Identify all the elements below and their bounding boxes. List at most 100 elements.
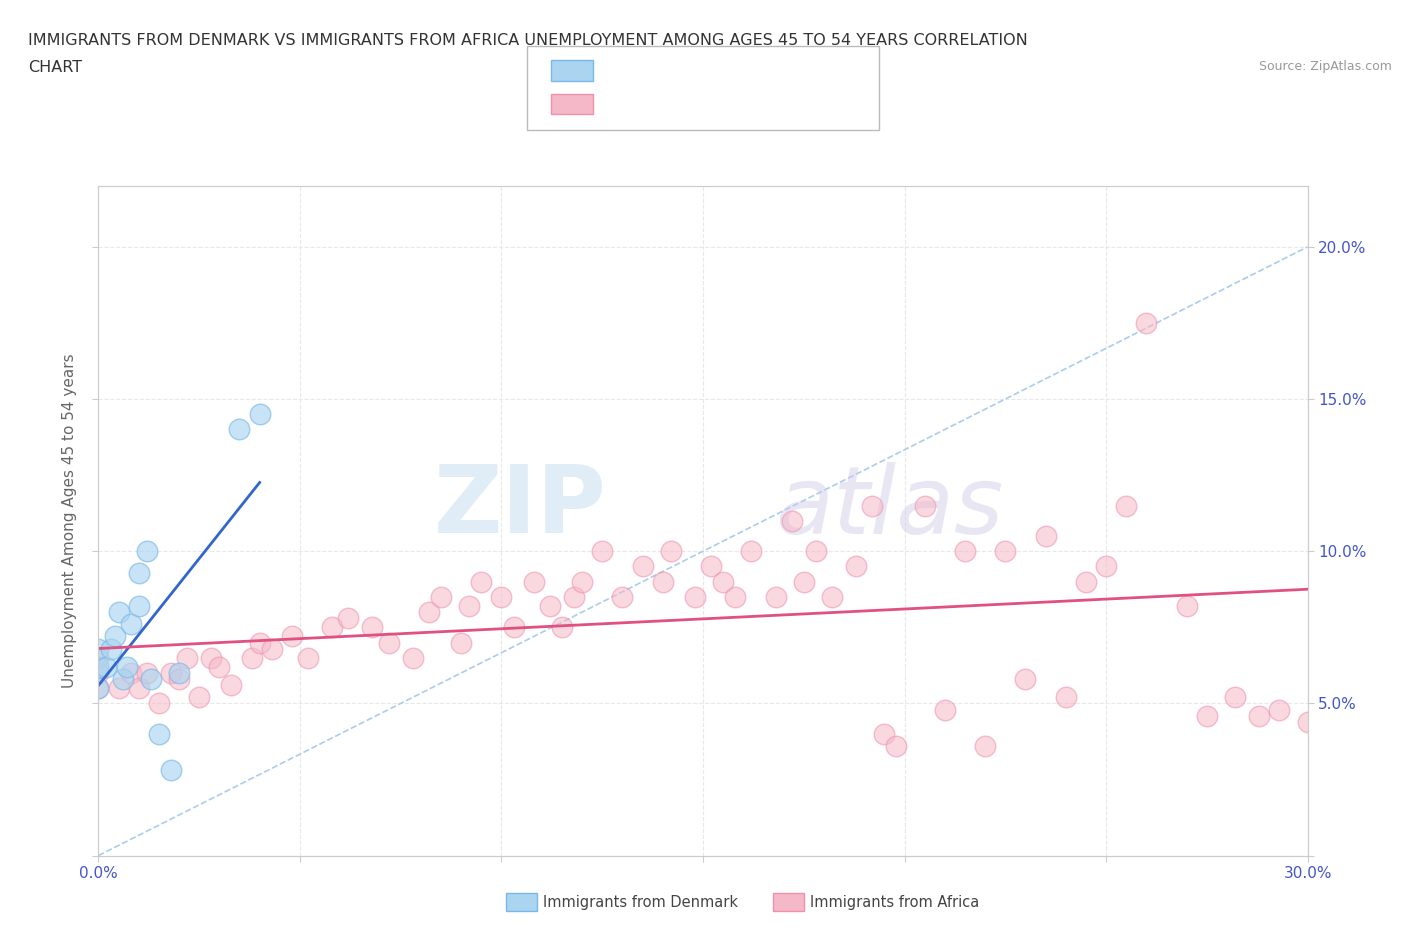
Point xyxy=(974,738,997,753)
Point xyxy=(107,681,129,696)
Point xyxy=(994,544,1017,559)
Point xyxy=(683,590,706,604)
Text: N =: N = xyxy=(695,61,742,80)
Point xyxy=(724,590,747,604)
Point xyxy=(321,620,343,635)
Point xyxy=(1115,498,1137,513)
Point xyxy=(804,544,827,559)
Point xyxy=(1223,690,1246,705)
Point xyxy=(551,620,574,635)
Point xyxy=(523,574,546,589)
Point xyxy=(96,659,118,674)
Point xyxy=(87,681,110,696)
Point xyxy=(651,574,673,589)
Point xyxy=(148,726,170,741)
Point xyxy=(100,641,122,656)
Point xyxy=(740,544,762,559)
Point xyxy=(228,422,250,437)
Point xyxy=(297,650,319,665)
Point xyxy=(914,498,936,513)
Point xyxy=(591,544,613,559)
Point xyxy=(167,671,190,686)
Point xyxy=(953,544,976,559)
Point xyxy=(1014,671,1036,686)
Point xyxy=(402,650,425,665)
Point xyxy=(128,681,150,696)
Point xyxy=(491,590,513,604)
Point xyxy=(188,690,211,705)
Point xyxy=(377,635,399,650)
Point xyxy=(821,590,844,604)
Point xyxy=(240,650,263,665)
Point xyxy=(845,559,868,574)
Text: Immigrants from Denmark: Immigrants from Denmark xyxy=(543,895,738,910)
Point xyxy=(934,702,956,717)
Text: 19: 19 xyxy=(737,61,762,80)
Point xyxy=(470,574,492,589)
Point xyxy=(711,574,734,589)
Point xyxy=(208,659,231,674)
Text: IMMIGRANTS FROM DENMARK VS IMMIGRANTS FROM AFRICA UNEMPLOYMENT AMONG AGES 45 TO : IMMIGRANTS FROM DENMARK VS IMMIGRANTS FR… xyxy=(28,33,1028,47)
Point xyxy=(128,599,150,614)
Point xyxy=(458,599,481,614)
Point xyxy=(562,590,585,604)
Point xyxy=(631,559,654,574)
Point xyxy=(1195,708,1218,723)
Point xyxy=(659,544,682,559)
Text: R =: R = xyxy=(602,95,638,113)
Point xyxy=(337,611,360,626)
Point xyxy=(176,650,198,665)
Point xyxy=(1249,708,1271,723)
Point xyxy=(120,666,142,681)
Text: Immigrants from Africa: Immigrants from Africa xyxy=(810,895,979,910)
Text: atlas: atlas xyxy=(776,462,1004,553)
Point xyxy=(135,666,157,681)
Text: ZIP: ZIP xyxy=(433,461,606,553)
Point xyxy=(361,620,384,635)
Point xyxy=(765,590,787,604)
Point xyxy=(886,738,908,753)
Point xyxy=(87,659,110,674)
Point xyxy=(612,590,634,604)
Point xyxy=(107,604,129,619)
Point xyxy=(160,666,183,681)
Point xyxy=(87,681,110,696)
Point xyxy=(1054,690,1077,705)
Point xyxy=(430,590,453,604)
Point xyxy=(111,671,134,686)
Text: Source: ZipAtlas.com: Source: ZipAtlas.com xyxy=(1258,60,1392,73)
Point xyxy=(221,678,243,693)
Point xyxy=(1035,528,1057,543)
Point xyxy=(1175,599,1198,614)
Point xyxy=(793,574,815,589)
Point xyxy=(87,666,110,681)
Y-axis label: Unemployment Among Ages 45 to 54 years: Unemployment Among Ages 45 to 54 years xyxy=(62,353,77,688)
Point xyxy=(1135,315,1157,330)
Text: 74: 74 xyxy=(737,95,762,113)
Point xyxy=(260,641,283,656)
Point xyxy=(87,650,110,665)
Point xyxy=(148,696,170,711)
Point xyxy=(873,726,896,741)
Point xyxy=(128,565,150,580)
Point xyxy=(1268,702,1291,717)
Text: 0.175: 0.175 xyxy=(641,61,697,80)
Point xyxy=(571,574,593,589)
Point xyxy=(1095,559,1118,574)
Point xyxy=(115,659,138,674)
Point xyxy=(860,498,883,513)
Text: 0.220: 0.220 xyxy=(641,95,697,113)
Point xyxy=(281,629,304,644)
Text: N =: N = xyxy=(695,95,742,113)
Point xyxy=(200,650,222,665)
Point xyxy=(139,671,162,686)
Point xyxy=(418,604,440,619)
Point xyxy=(135,544,157,559)
Point xyxy=(87,641,110,656)
Point xyxy=(1296,714,1319,729)
Point xyxy=(249,406,271,421)
Point xyxy=(160,763,183,777)
Point xyxy=(120,617,142,631)
Point xyxy=(167,666,190,681)
Point xyxy=(1074,574,1097,589)
